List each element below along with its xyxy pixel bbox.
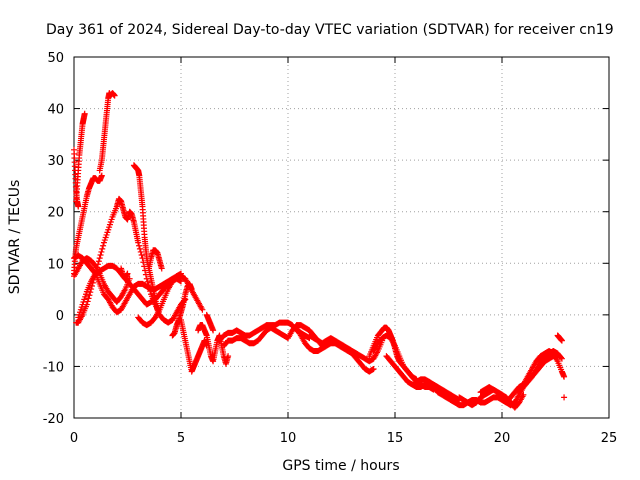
data-point-marker — [135, 239, 142, 246]
data-point-marker — [75, 203, 82, 210]
x-axis-title: GPS time / hours — [282, 458, 399, 474]
grid — [74, 57, 609, 418]
data-point-marker — [558, 354, 565, 361]
y-tick-label: 50 — [47, 51, 64, 66]
x-tick-label: 25 — [601, 431, 618, 446]
data-point-marker — [96, 255, 103, 262]
y-tick-label: 20 — [47, 206, 64, 221]
data-point-marker — [199, 306, 206, 313]
data-point-marker — [100, 242, 107, 249]
data-point-marker — [144, 278, 151, 285]
data-point-marker — [210, 327, 217, 334]
data-point-marker — [99, 245, 106, 252]
y-tick-label: -20 — [43, 412, 64, 427]
data-point-marker — [85, 295, 92, 302]
y-tick-label: 0 — [56, 309, 64, 324]
data-point-marker — [98, 248, 105, 255]
data-point-marker — [558, 355, 565, 362]
y-tick-labels: -20 -10 0 10 20 30 40 50 — [43, 51, 64, 427]
data-marks — [71, 90, 568, 411]
data-point-marker — [561, 373, 568, 380]
y-tick-label: -10 — [43, 360, 64, 375]
data-point-marker — [136, 245, 143, 252]
data-point-marker — [95, 258, 102, 265]
data-point-marker — [158, 265, 165, 272]
data-point-marker — [137, 248, 144, 255]
series-sdtvar — [71, 90, 568, 411]
data-point-marker — [81, 110, 88, 117]
data-point-marker — [86, 292, 93, 299]
axis-ticks — [73, 56, 610, 419]
data-point-marker — [225, 353, 232, 360]
data-point-marker — [136, 242, 143, 249]
data-point-marker — [188, 286, 195, 293]
y-tick-label: 10 — [47, 257, 64, 272]
data-point-marker — [111, 92, 118, 99]
data-point-marker — [124, 270, 131, 277]
data-point-marker — [98, 172, 105, 179]
x-tick-label: 5 — [177, 431, 185, 446]
data-point-marker — [561, 394, 568, 401]
x-tick-labels: 0 5 10 15 20 25 — [70, 431, 617, 446]
y-tick-label: 40 — [47, 103, 64, 118]
plot-frame — [73, 56, 610, 419]
data-point-marker — [178, 278, 184, 285]
x-tick-label: 0 — [70, 431, 78, 446]
x-tick-label: 20 — [494, 431, 511, 446]
x-tick-label: 15 — [387, 431, 404, 446]
y-axis-title: SDTVAR / TECUs — [7, 180, 23, 295]
data-point-marker — [178, 270, 184, 277]
x-tick-label: 10 — [280, 431, 297, 446]
chart-title: Day 361 of 2024, Sidereal Day-to-day VTE… — [46, 22, 614, 38]
data-point-marker — [558, 337, 565, 344]
y-tick-label: 30 — [47, 154, 64, 169]
data-point-marker — [97, 252, 104, 259]
data-point-marker — [138, 252, 145, 259]
data-point-marker — [370, 366, 377, 373]
